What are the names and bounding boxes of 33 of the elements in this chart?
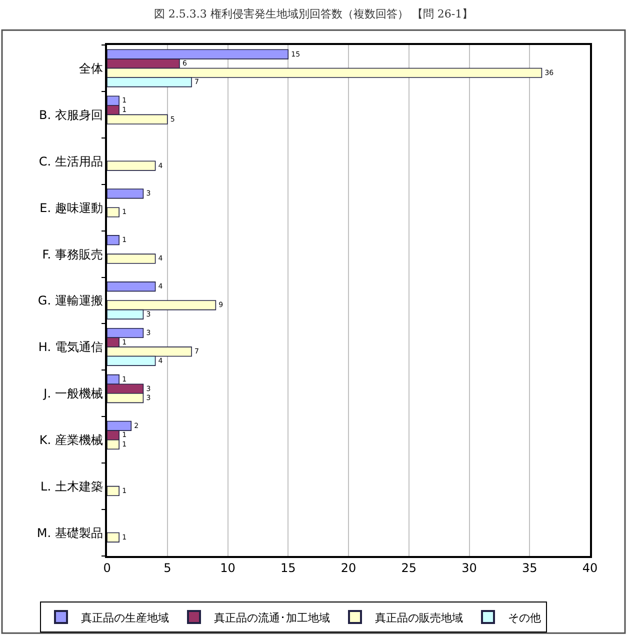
bar (107, 532, 120, 542)
y-tick-label: C. 生活用品 (38, 154, 103, 168)
y-tick-label: F. 事務販売 (42, 247, 103, 262)
x-tick-label: 25 (401, 561, 417, 576)
y-tick-label: J. 一般機械 (42, 386, 103, 401)
y-tick-label: 全体 (78, 61, 103, 76)
bar (107, 235, 120, 246)
bar (107, 282, 156, 292)
chart-title: 図 2.5.3.3 権利侵害発生地域別回答数（複数回答） 【問 26-1】 (154, 8, 474, 21)
legend-label: 真正品の販売地域 (375, 611, 463, 624)
bar (107, 188, 144, 199)
y-tick-label: H. 電気通信 (38, 340, 103, 354)
y-tick-label: L. 土木建築 (40, 480, 103, 494)
legend-label: 真正品の生産地域 (81, 611, 169, 624)
y-tick-label: G. 運輸運搬 (38, 294, 103, 308)
y-tick-label: B. 衣服身回 (38, 108, 103, 122)
x-tick-label: 40 (582, 561, 598, 576)
y-tick-label: E. 趣味運動 (40, 200, 103, 215)
bar (107, 486, 120, 496)
bar (107, 207, 120, 218)
y-tick-label: K. 産業機械 (39, 433, 103, 448)
x-tick-label: 35 (522, 561, 538, 576)
y-tick-label: M. 基礎製品 (36, 526, 103, 540)
x-tick-label: 15 (280, 561, 296, 576)
x-tick-label: 5 (164, 561, 172, 576)
x-tick-label: 10 (220, 561, 236, 576)
bar (107, 254, 156, 264)
x-tick-label: 0 (103, 561, 111, 576)
x-tick-label: 20 (340, 561, 356, 576)
x-tick-label: 30 (462, 561, 477, 576)
legend-label: 真正品の流通･加工地域 (214, 611, 330, 624)
legend-label: その他 (508, 611, 541, 624)
bar (107, 160, 156, 171)
